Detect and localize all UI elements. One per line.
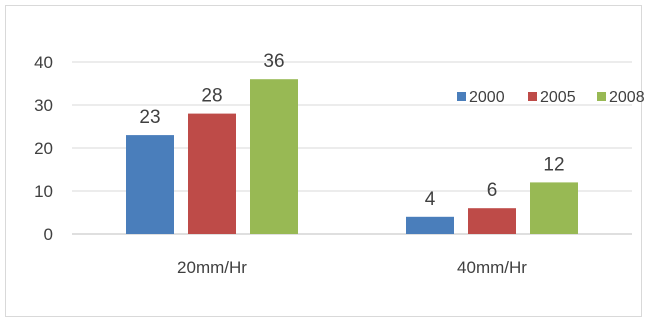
data-label: 28 [201,86,222,107]
data-label: 6 [487,180,498,201]
legend-label: 2008 [609,89,645,106]
legend-label: 2005 [540,89,576,106]
bar-2008-2 [530,182,578,234]
y-tick-label: 10 [34,182,53,201]
x-category-label: 20mm/Hr [177,258,247,277]
bar-2000-1 [126,135,174,234]
legend-swatch-2000 [457,92,466,101]
legend-swatch-2005 [528,92,537,101]
bar-2005-2 [468,208,516,234]
legend-label: 2000 [469,89,505,106]
legend-swatch-2008 [597,92,606,101]
y-tick-label: 20 [34,139,53,158]
bar-2005-1 [188,113,236,234]
data-label: 23 [139,107,160,128]
data-label: 4 [425,189,436,210]
chart-frame [5,5,642,317]
x-category-label: 40mm/Hr [457,258,527,277]
data-label: 36 [263,51,284,72]
y-tick-label: 0 [44,225,53,244]
y-tick-label: 40 [34,53,53,72]
data-label: 12 [543,154,564,175]
bar-2000-2 [406,216,454,234]
bar-2008-1 [250,79,298,234]
y-tick-label: 30 [34,96,53,115]
